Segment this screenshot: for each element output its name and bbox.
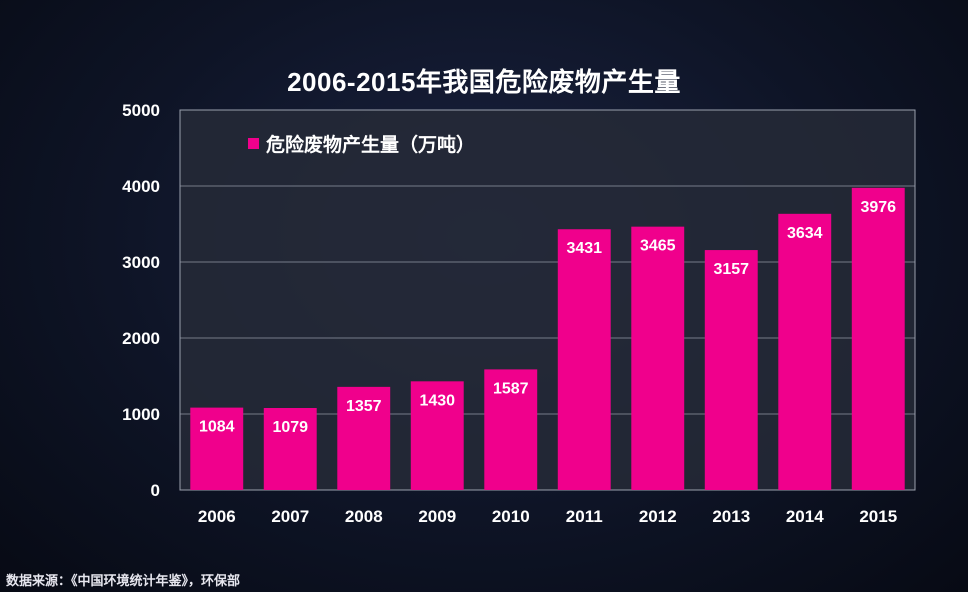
legend-label: 危险废物产生量（万吨） (266, 133, 475, 156)
y-tick-label: 2000 (122, 329, 160, 348)
bar (778, 213, 832, 491)
bar (263, 407, 317, 490)
bar (704, 250, 758, 490)
bar (337, 386, 391, 490)
x-tick-label: 2015 (859, 507, 897, 526)
y-axis-ticks: 0 1000 2000 3000 4000 5000 (122, 101, 160, 500)
bar (851, 187, 905, 490)
data-label: 1079 (272, 419, 308, 436)
legend: 危险废物产生量（万吨） (248, 133, 475, 156)
bar (631, 226, 685, 490)
data-label: 3465 (640, 238, 676, 255)
bar (557, 229, 611, 490)
y-tick-label: 3000 (122, 253, 160, 272)
x-tick-label: 2014 (786, 507, 824, 526)
data-label: 1430 (419, 392, 455, 409)
x-tick-label: 2013 (712, 507, 750, 526)
y-tick-label: 5000 (122, 101, 160, 120)
legend-swatch (248, 138, 259, 149)
data-label: 1357 (346, 398, 382, 415)
chart-title: 2006-2015年我国危险废物产生量 (287, 67, 681, 97)
x-tick-label: 2011 (566, 507, 603, 526)
x-tick-label: 2008 (345, 507, 383, 526)
x-tick-label: 2012 (639, 507, 677, 526)
data-labels: 1084 1079 1357 1430 1587 3431 3465 3157 3634 3976 (199, 199, 896, 436)
data-label: 3976 (860, 199, 896, 216)
x-tick-label: 2006 (198, 507, 236, 526)
x-tick-label: 2007 (271, 507, 309, 526)
x-tick-label: 2009 (418, 507, 456, 526)
bar (190, 407, 244, 490)
y-tick-label: 0 (151, 481, 160, 500)
x-axis-ticks: 2006 2007 2008 2009 2010 2011 2012 2013 2014 2015 (198, 507, 897, 526)
data-label: 1084 (199, 419, 235, 436)
y-tick-label: 4000 (122, 177, 160, 196)
data-label: 3157 (713, 261, 749, 278)
bar (484, 369, 538, 490)
y-tick-label: 1000 (122, 405, 160, 424)
bars (190, 187, 905, 491)
bar (410, 381, 464, 490)
data-label: 1587 (493, 380, 529, 397)
data-label: 3431 (566, 240, 602, 257)
source-note: 数据来源：《中国环境统计年鉴》，环保部 (6, 573, 241, 588)
data-label: 3634 (787, 225, 823, 242)
x-tick-label: 2010 (492, 507, 530, 526)
